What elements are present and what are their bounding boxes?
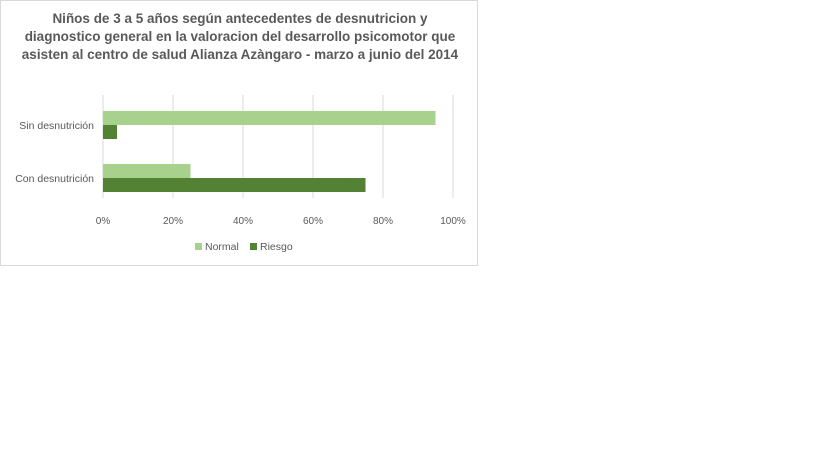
legend-label-normal: Normal	[205, 241, 239, 253]
y-category-label: Sin desnutrición	[19, 120, 94, 132]
bar-normal-0	[103, 111, 436, 125]
bar-normal-1	[103, 164, 191, 178]
x-tick-label: 0%	[96, 216, 111, 227]
x-tick-label: 80%	[373, 216, 393, 227]
y-category-label: Con desnutrición	[15, 173, 94, 185]
bar-riesgo-0	[103, 125, 117, 139]
x-tick-label: 100%	[440, 216, 466, 227]
chart-container: Niños de 3 a 5 años según antecedentes d…	[0, 0, 478, 266]
legend-swatch-riesgo	[250, 243, 257, 250]
legend-swatch-normal	[195, 243, 202, 250]
x-tick-label: 20%	[163, 216, 183, 227]
x-tick-label: 40%	[233, 216, 253, 227]
bar-riesgo-1	[103, 178, 366, 192]
chart-title: Niños de 3 a 5 años según antecedentes d…	[21, 11, 459, 62]
x-tick-label: 60%	[303, 216, 323, 227]
chart-plot-area: 0% 20% 40% 60% 80% 100% Sin desnutrición Con de…	[15, 95, 466, 253]
legend-label-riesgo: Riesgo	[260, 241, 293, 253]
